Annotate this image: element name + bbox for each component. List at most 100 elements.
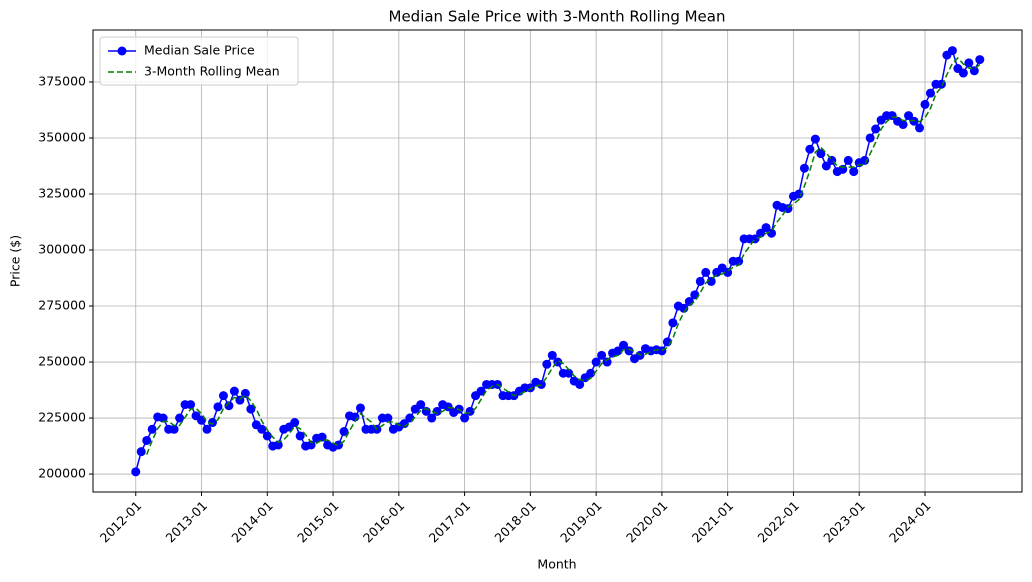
x-tick-label: 2015-01 — [294, 498, 342, 546]
data-point — [849, 167, 859, 177]
data-point — [465, 406, 475, 416]
data-point — [964, 58, 974, 68]
data-point — [213, 402, 223, 412]
data-point — [920, 99, 930, 109]
data-point — [591, 357, 601, 367]
y-tick-label: 250000 — [38, 354, 86, 369]
y-tick-label: 275000 — [38, 298, 86, 313]
data-point — [295, 431, 305, 441]
data-point — [334, 440, 344, 450]
x-tick-label: 2018-01 — [491, 498, 539, 546]
data-point — [904, 111, 914, 121]
y-tick-label: 350000 — [38, 129, 86, 144]
y-axis-label: Price ($) — [8, 235, 23, 287]
data-point — [405, 413, 415, 423]
data-point — [542, 359, 552, 369]
data-point — [476, 386, 486, 396]
data-point — [339, 427, 349, 437]
data-point — [575, 379, 585, 389]
data-point — [969, 66, 979, 76]
data-point — [240, 388, 250, 398]
y-tick-label: 300000 — [38, 242, 86, 257]
data-point — [158, 413, 168, 423]
data-point — [290, 418, 300, 428]
data-point — [805, 144, 815, 154]
y-tick-label: 325000 — [38, 186, 86, 201]
data-point — [668, 318, 678, 328]
data-point — [169, 424, 179, 434]
data-point — [838, 164, 848, 174]
data-point — [860, 155, 870, 165]
x-tick-label: 2017-01 — [426, 498, 474, 546]
data-point — [767, 228, 777, 238]
data-point — [416, 400, 426, 410]
series-line — [146, 56, 981, 455]
data-point — [810, 134, 820, 144]
data-point — [131, 467, 141, 477]
x-tick-label: 2020-01 — [623, 498, 671, 546]
data-point — [624, 346, 634, 356]
data-point — [262, 431, 272, 441]
x-tick-label: 2016-01 — [360, 498, 408, 546]
x-tick-label: 2023-01 — [820, 498, 868, 546]
x-tick-label: 2013-01 — [163, 498, 211, 546]
data-point — [202, 424, 212, 434]
data-point — [147, 424, 157, 434]
legend-label: 3-Month Rolling Mean — [144, 64, 280, 79]
x-tick-label: 2024-01 — [886, 498, 934, 546]
data-point — [142, 435, 152, 445]
data-point — [898, 120, 908, 130]
data-point — [701, 267, 711, 277]
data-point — [794, 189, 804, 199]
data-point — [136, 447, 146, 457]
y-tick-label: 200000 — [38, 466, 86, 481]
grid — [93, 30, 1022, 492]
y-tick-label: 375000 — [38, 73, 86, 88]
data-point — [761, 223, 771, 233]
y-tick-label: 225000 — [38, 410, 86, 425]
data-point — [355, 403, 365, 413]
data-point — [690, 290, 700, 300]
data-point — [958, 68, 968, 78]
data-point — [613, 346, 623, 356]
data-point — [218, 391, 228, 401]
data-point — [186, 400, 196, 410]
data-point — [816, 149, 826, 159]
data-point — [229, 386, 239, 396]
data-point — [306, 440, 316, 450]
data-point — [947, 46, 957, 56]
data-point — [547, 350, 557, 360]
data-point — [246, 404, 256, 414]
data-point — [871, 124, 881, 134]
chart-title: Median Sale Price with 3-Month Rolling M… — [389, 8, 726, 26]
legend-marker — [117, 46, 127, 56]
data-point — [460, 413, 470, 423]
data-point — [865, 133, 875, 143]
data-point — [843, 155, 853, 165]
data-point — [695, 276, 705, 286]
legend-label: Median Sale Price — [144, 43, 255, 58]
data-point — [273, 440, 283, 450]
data-point — [383, 413, 393, 423]
data-point — [706, 276, 716, 286]
data-point — [257, 424, 267, 434]
x-tick-label: 2022-01 — [755, 498, 803, 546]
x-axis-label: Month — [537, 557, 576, 572]
data-point — [602, 357, 612, 367]
data-point — [597, 350, 607, 360]
data-point — [427, 413, 437, 423]
data-point — [564, 368, 574, 378]
data-point — [175, 413, 185, 423]
data-point — [821, 161, 831, 171]
data-point — [224, 401, 234, 411]
data-point — [975, 55, 985, 65]
x-tick-label: 2021-01 — [689, 498, 737, 546]
data-point — [799, 163, 809, 173]
data-point — [756, 228, 766, 238]
x-tick-label: 2019-01 — [557, 498, 605, 546]
x-tick-label: 2012-01 — [97, 498, 145, 546]
plot-frame — [92, 29, 1023, 493]
data-point — [925, 88, 935, 98]
data-point — [915, 123, 925, 133]
